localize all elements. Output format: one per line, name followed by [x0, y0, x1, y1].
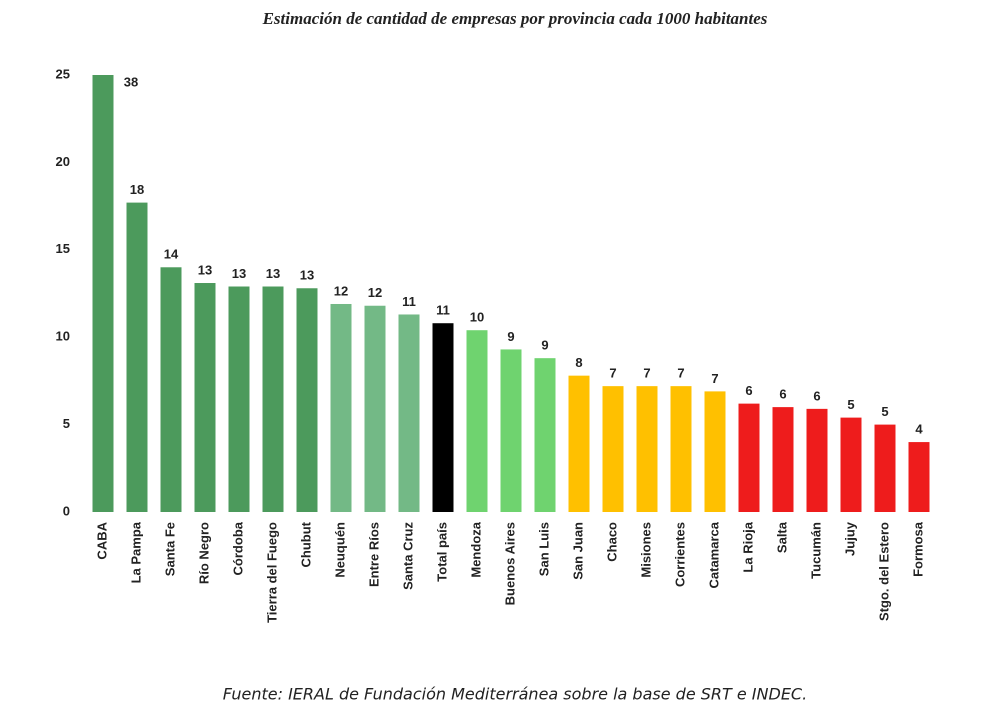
plot-area	[92, 75, 930, 512]
bar	[840, 417, 862, 512]
value-label: 6	[813, 388, 820, 403]
bar	[908, 442, 930, 512]
bar	[160, 267, 182, 512]
value-label: 9	[507, 329, 514, 344]
x-tick-label: Misiones	[638, 522, 653, 578]
value-label: 9	[541, 338, 548, 353]
value-label: 14	[164, 247, 179, 262]
bar	[330, 303, 352, 512]
value-label: 12	[368, 285, 382, 300]
value-label: 10	[470, 310, 484, 325]
bar	[364, 305, 386, 512]
value-label: 13	[198, 262, 212, 277]
x-tick-label: Córdoba	[230, 521, 245, 575]
y-tick-label: 25	[56, 66, 70, 81]
value-label: 11	[436, 303, 450, 318]
x-tick-label: Corrientes	[672, 522, 687, 587]
source-note: Fuente: IERAL de Fundación Mediterránea …	[223, 685, 807, 704]
value-label: 18	[130, 182, 144, 197]
x-tick-label: La Rioja	[740, 521, 755, 572]
x-tick-label: Tucumán	[808, 522, 823, 579]
x-tick-label: Mendoza	[468, 521, 483, 577]
bar	[228, 286, 250, 512]
x-tick-label: Salta	[774, 521, 789, 553]
bar	[704, 391, 726, 512]
bar	[466, 330, 488, 512]
bar	[738, 403, 760, 512]
x-tick-label: Buenos Aires	[502, 522, 517, 605]
value-label: 7	[609, 366, 616, 381]
bar	[500, 349, 522, 512]
bar	[874, 424, 896, 512]
bar	[806, 408, 828, 512]
x-tick-label: La Pampa	[128, 521, 143, 583]
bar	[568, 375, 590, 512]
value-label: 4	[915, 422, 923, 437]
x-tick-label: Formosa	[910, 521, 925, 577]
bar	[602, 386, 624, 512]
bar	[636, 386, 658, 512]
bar	[262, 286, 284, 512]
bar	[194, 283, 216, 512]
bar	[92, 75, 114, 512]
x-tick-label: Catamarca	[706, 521, 721, 588]
value-label: 5	[881, 404, 888, 419]
y-tick-label: 5	[63, 416, 70, 431]
value-label: 7	[711, 371, 718, 386]
bar	[772, 407, 794, 512]
value-label: 6	[779, 387, 786, 402]
x-tick-label: Total país	[434, 522, 449, 582]
y-tick-label: 20	[56, 154, 70, 169]
value-label: 38	[124, 74, 138, 89]
bar	[534, 358, 556, 512]
chart-title: Estimación de cantidad de empresas por p…	[262, 9, 768, 28]
value-label: 13	[300, 268, 314, 283]
bar	[670, 386, 692, 512]
bar	[398, 314, 420, 512]
y-tick-label: 10	[56, 329, 70, 344]
x-tick-label: Tierra del Fuego	[264, 522, 279, 623]
x-tick-label: Entre Ríos	[366, 522, 381, 587]
y-tick-label: 0	[63, 503, 70, 518]
x-tick-label: Santa Fe	[162, 522, 177, 576]
x-tick-label: CABA	[94, 521, 109, 559]
bar	[296, 288, 318, 512]
bar	[432, 323, 454, 512]
x-tick-label: Stgo. del Estero	[876, 522, 891, 621]
value-label: 12	[334, 283, 348, 298]
value-label: 13	[266, 266, 280, 281]
value-label: 6	[745, 383, 752, 398]
x-tick-label: Chaco	[604, 522, 619, 562]
x-tick-label: Río Negro	[196, 522, 211, 584]
x-tick-label: Neuquén	[332, 522, 347, 578]
value-label: 7	[643, 366, 650, 381]
x-tick-label: Chubut	[298, 521, 313, 567]
x-tick-label: Jujuy	[842, 521, 857, 556]
y-tick-label: 15	[56, 241, 70, 256]
value-label: 11	[402, 294, 416, 309]
value-label: 8	[575, 355, 582, 370]
value-label: 13	[232, 266, 246, 281]
x-tick-label: Santa Cruz	[400, 522, 415, 590]
value-label: 7	[677, 366, 684, 381]
x-tick-label: San Luis	[536, 522, 551, 576]
bar	[126, 202, 148, 512]
x-tick-label: San Juan	[570, 522, 585, 580]
value-label: 5	[847, 397, 854, 412]
